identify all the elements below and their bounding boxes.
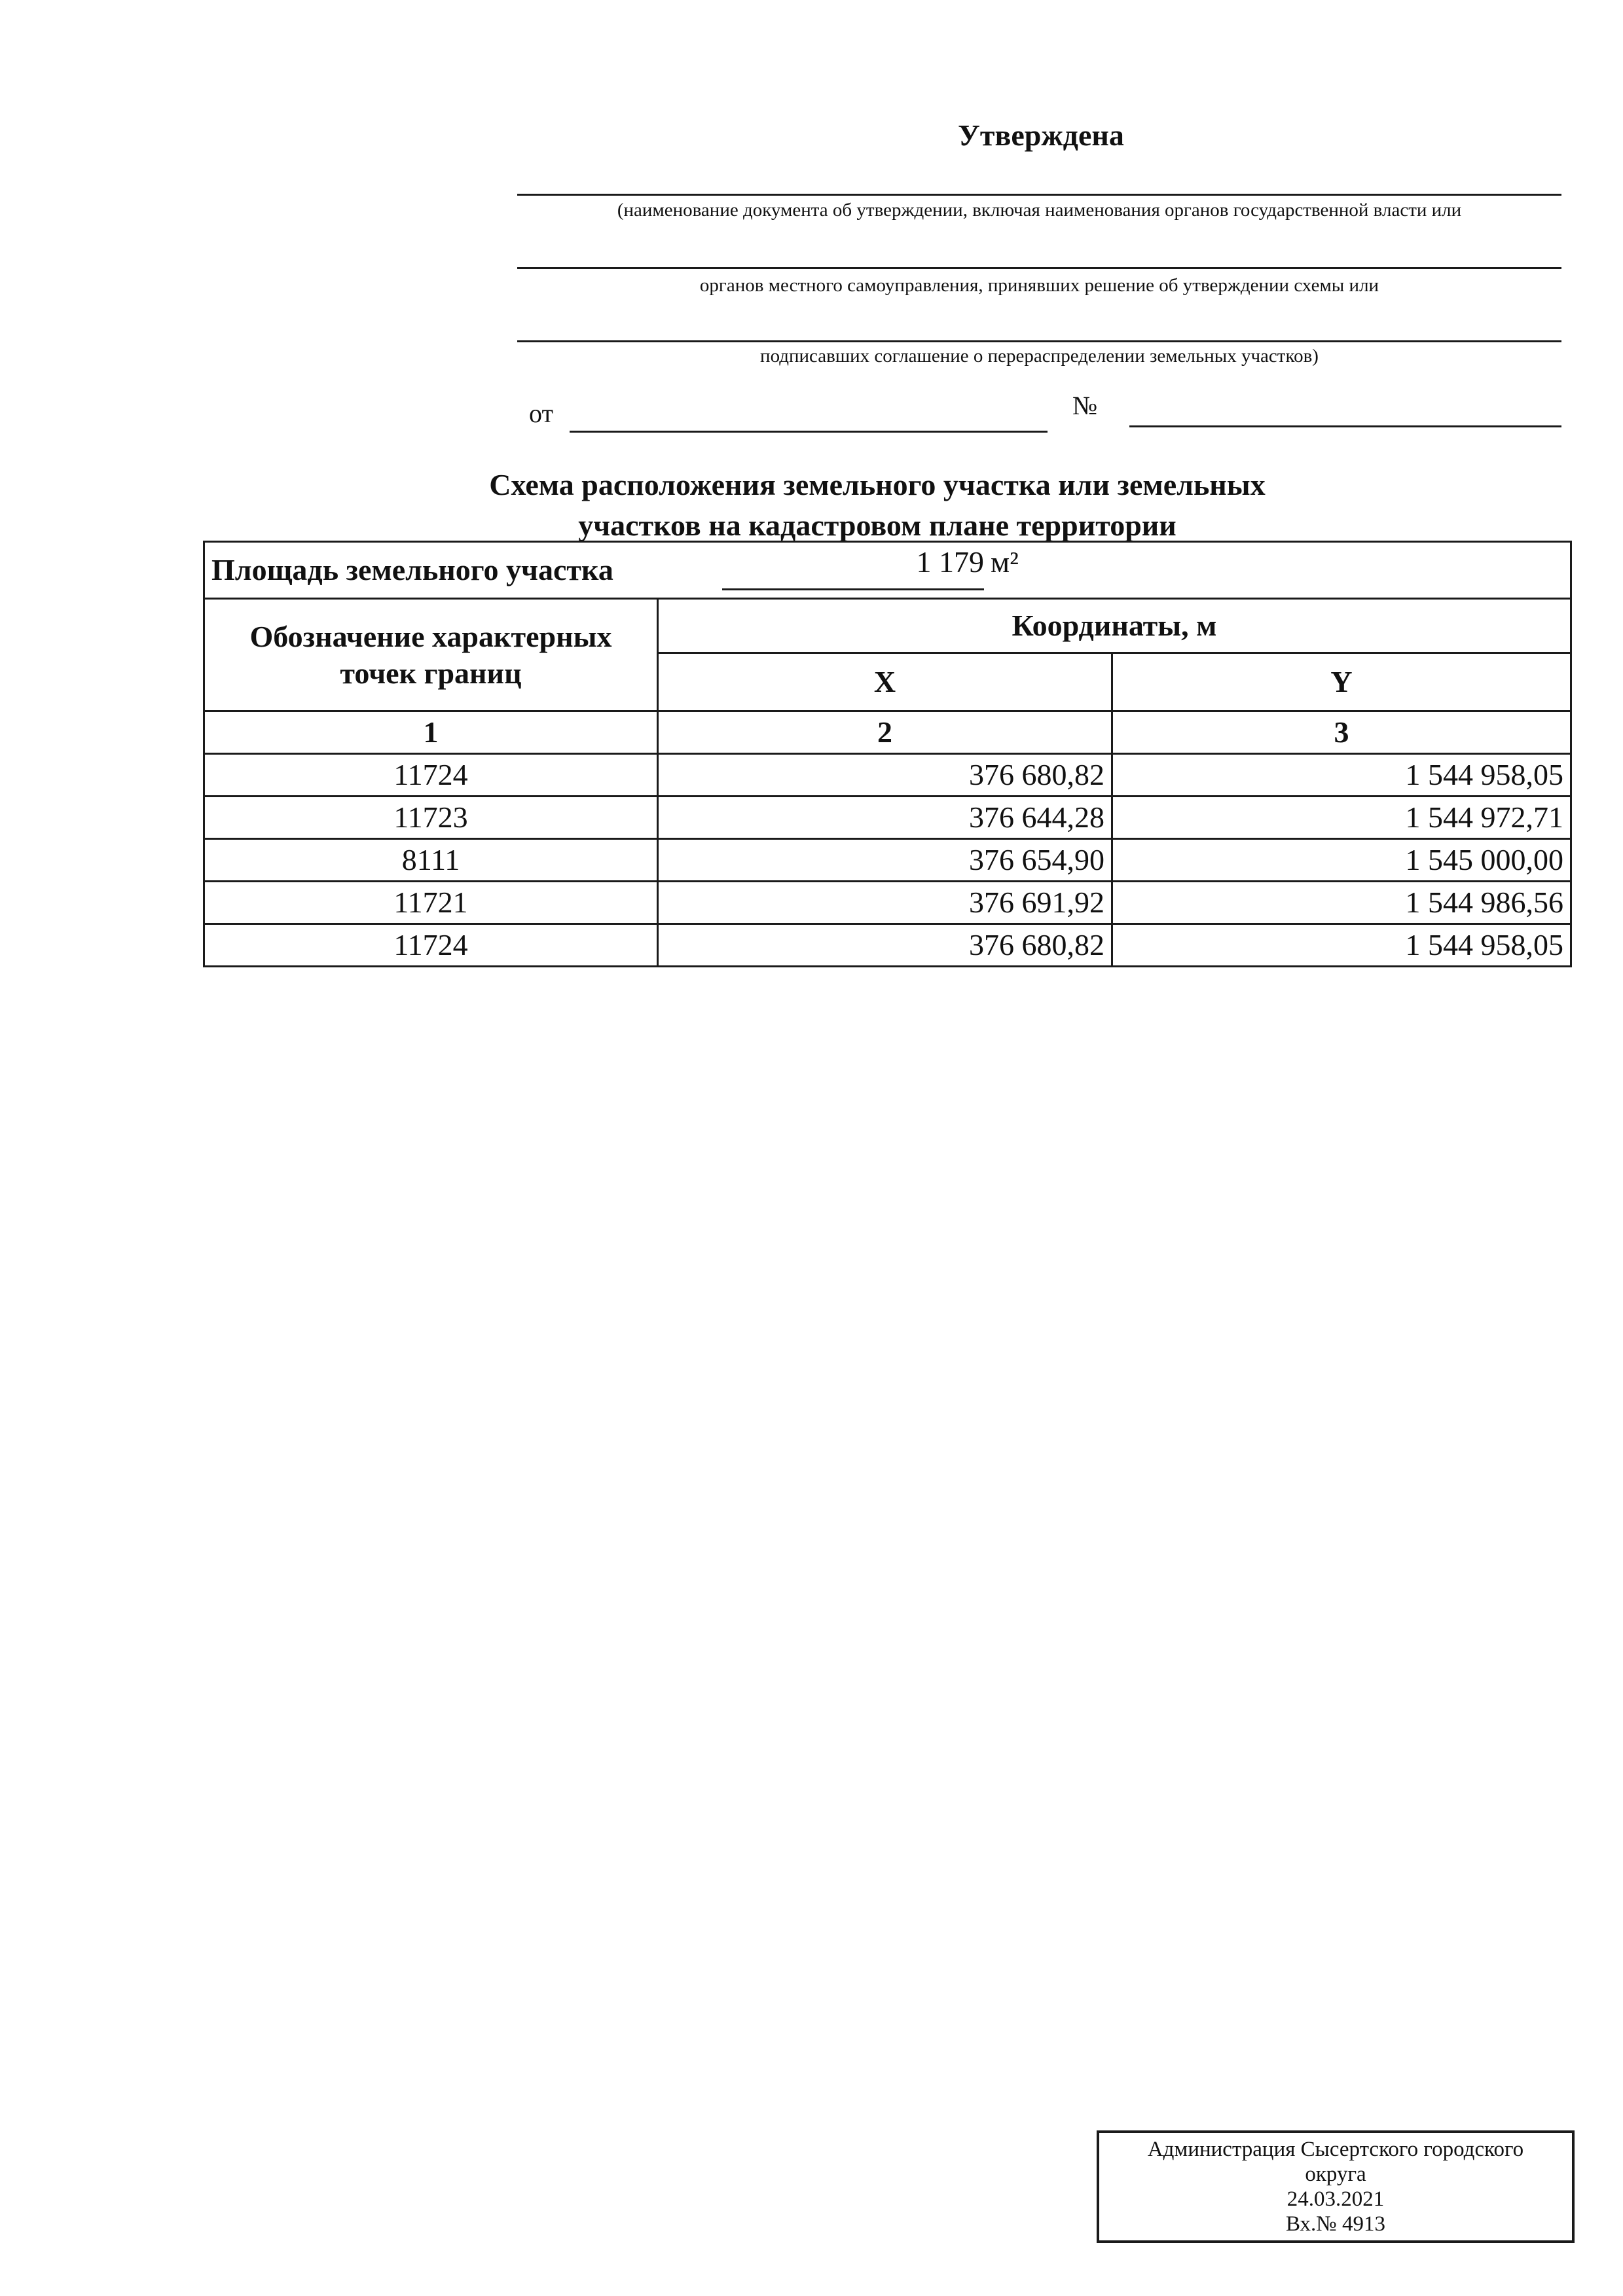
blank-line-authority [517,267,1561,269]
column-numbers-row: 1 2 3 [203,710,1573,755]
column-number-1: 1 [203,710,659,755]
table-row: 8111 376 654,90 1 545 000,00 [203,838,1573,882]
stamp-organization-line-2: округа [1305,2162,1366,2186]
coord-x: 376 691,92 [657,880,1113,925]
header-points: Обозначение характерных точек границ [203,598,659,712]
coord-y: 1 544 986,56 [1110,880,1573,925]
header-row-2: X Y [204,652,1573,712]
coord-y: 1 544 958,05 [1110,753,1573,797]
blank-line-signatories [517,340,1561,342]
approved-heading: Утверждена [958,118,1124,152]
point-id: 8111 [203,838,659,882]
table-row: 11721 376 691,92 1 544 986,56 [203,880,1573,925]
point-id: 11724 [203,753,659,797]
coord-y: 1 545 000,00 [1110,838,1573,882]
caption-document-name: (наименование документа об утверждении, … [617,200,1462,221]
header-coordinates: Координаты, м [656,598,1573,654]
coordinates-table: Площадь земельного участка 1 179 м² Обоз… [202,541,1573,967]
coord-y: 1 544 972,71 [1110,795,1573,840]
stamp-reg-number: Вх.№ 4913 [1285,2212,1386,2236]
coord-y: 1 544 958,05 [1110,923,1573,967]
number-label: № [1072,391,1098,420]
area-value: 1 179 [722,545,984,590]
area-label: Площадь земельного участка [211,553,613,586]
point-id: 11721 [203,880,659,925]
header-x: X [657,652,1113,712]
scheme-title: Схема расположения земельного участка ил… [327,465,1427,546]
stamp-date: 24.03.2021 [1286,2187,1385,2211]
coord-x: 376 644,28 [657,795,1113,840]
caption-signatories: подписавших соглашение о перераспределен… [760,346,1319,367]
area-unit: м² [991,545,1019,579]
point-id: 11724 [203,923,659,967]
area-row: Площадь земельного участка 1 179 м² [202,541,1573,600]
column-number-3: 3 [1110,710,1573,755]
area-cell: Площадь земельного участка 1 179 м² [202,541,1573,600]
from-label: от [529,399,553,428]
number-blank-line [1129,425,1561,427]
column-number-2: 2 [657,710,1113,755]
coord-x: 376 680,82 [657,923,1113,967]
scheme-title-line-1: Схема расположения земельного участка ил… [489,468,1266,501]
registration-stamp: Администрация Сысертского городского окр… [1097,2130,1575,2243]
stamp-organization-line-1: Администрация Сысертского городского [1147,2138,1524,2161]
header-row-1: Обозначение характерных точек границ Коо… [203,598,1573,712]
point-id: 11723 [203,795,659,840]
coord-x: 376 654,90 [657,838,1113,882]
scheme-title-line-2: участков на кадастровом плане территории [578,509,1176,542]
table-row: 11724 376 680,82 1 544 958,05 [203,923,1573,967]
table-row: 11723 376 644,28 1 544 972,71 [203,795,1573,840]
date-blank-line [570,431,1048,433]
coord-x: 376 680,82 [657,753,1113,797]
caption-authority: органов местного самоуправления, принявш… [699,275,1379,296]
table-row: 11724 376 680,82 1 544 958,05 [203,753,1573,797]
header-y: Y [1110,652,1573,712]
blank-line-document-name [517,194,1561,196]
